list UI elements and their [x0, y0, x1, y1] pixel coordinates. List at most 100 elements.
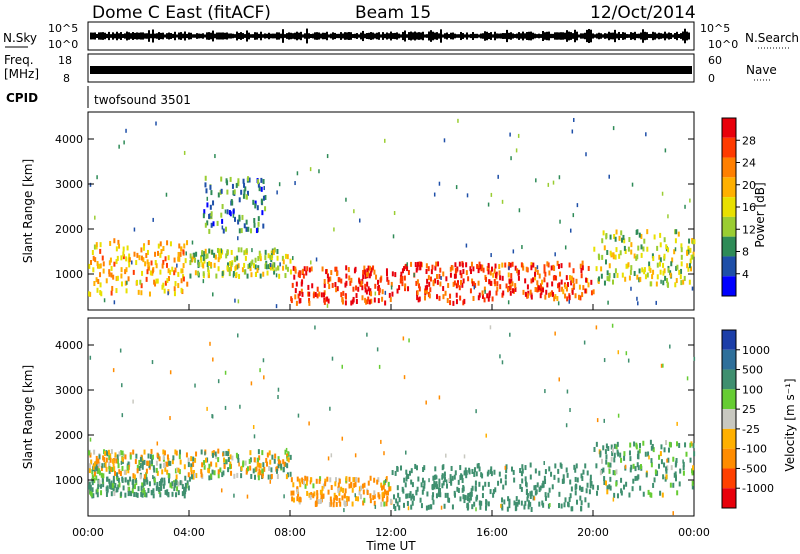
- data-cell: [217, 266, 220, 272]
- noise-cell: [262, 358, 265, 363]
- data-cell: [167, 458, 170, 464]
- nsky-sample: [230, 33, 232, 39]
- nsky-sample: [398, 33, 400, 39]
- data-cell: [688, 279, 691, 285]
- data-cell: [641, 267, 644, 273]
- data-cell: [454, 273, 457, 279]
- noise-cell: [296, 171, 299, 176]
- data-cell: [210, 262, 213, 268]
- data-cell: [194, 270, 197, 276]
- data-cell: [345, 273, 348, 279]
- data-cell: [381, 289, 384, 295]
- data-cell: [668, 441, 671, 447]
- data-cell: [220, 248, 223, 254]
- data-cell: [250, 473, 253, 479]
- data-cell: [611, 451, 614, 457]
- data-cell: [149, 270, 152, 276]
- data-cell: [220, 212, 223, 218]
- data-cell: [132, 449, 135, 455]
- data-cell: [489, 489, 492, 495]
- data-cell: [529, 462, 532, 468]
- data-cell: [451, 475, 454, 481]
- data-cell: [416, 265, 419, 271]
- data-cell: [259, 256, 262, 262]
- data-cell: [226, 189, 229, 195]
- data-cell: [534, 490, 537, 496]
- colorbar-segment: [722, 118, 736, 138]
- data-cell: [316, 493, 319, 499]
- data-cell: [690, 266, 693, 272]
- nsky-sample: [422, 31, 424, 41]
- noise-cell: [383, 451, 385, 456]
- data-cell: [124, 454, 127, 460]
- nsky-sample: [312, 33, 314, 39]
- nsky-sample: [172, 33, 174, 39]
- data-cell: [541, 279, 544, 285]
- nsky-sample: [206, 32, 208, 40]
- data-cell: [274, 453, 277, 459]
- nsky-sample: [624, 32, 626, 40]
- data-cell: [208, 228, 211, 234]
- data-cell: [243, 182, 246, 188]
- data-cell: [142, 245, 145, 251]
- nsky-sample: [498, 33, 500, 39]
- data-cell: [659, 232, 662, 238]
- data-cell: [187, 485, 190, 491]
- data-cell: [677, 231, 680, 237]
- data-cell: [476, 264, 479, 270]
- data-cell: [108, 468, 111, 474]
- data-cell: [89, 484, 92, 490]
- data-cell: [642, 440, 645, 446]
- nsky-sample: [102, 32, 104, 40]
- data-cell: [676, 441, 679, 447]
- data-cell: [462, 494, 465, 500]
- data-cell: [670, 261, 673, 267]
- nsky-sample: [228, 33, 230, 39]
- nsky-sample: [354, 33, 356, 39]
- data-cell: [181, 491, 184, 497]
- data-cell: [496, 281, 499, 287]
- data-cell: [97, 279, 100, 285]
- data-cell: [291, 496, 294, 502]
- nsky-sample: [274, 33, 276, 39]
- data-cell: [618, 253, 621, 259]
- nsky-sample: [220, 32, 222, 40]
- y-tick-label: 1000: [55, 474, 83, 487]
- data-cell: [235, 182, 238, 188]
- data-cell: [637, 450, 640, 456]
- data-cell: [209, 473, 212, 479]
- noise-cell: [630, 286, 632, 291]
- data-cell: [102, 261, 105, 267]
- data-cell: [465, 470, 468, 476]
- data-cell: [587, 502, 590, 508]
- nsky-sample: [452, 32, 454, 40]
- nsky-sample: [606, 33, 608, 39]
- data-cell: [416, 486, 419, 492]
- data-cell: [154, 251, 157, 257]
- noise-cell: [666, 458, 668, 463]
- data-cell: [204, 182, 207, 188]
- data-cell: [629, 442, 632, 448]
- data-cell: [269, 254, 272, 260]
- data-cell: [430, 269, 433, 275]
- data-cell: [625, 263, 628, 269]
- data-cell: [599, 470, 602, 476]
- data-cell: [385, 490, 388, 496]
- data-cell: [565, 275, 568, 281]
- data-cell: [246, 190, 249, 196]
- data-cell: [177, 283, 180, 289]
- data-cell: [659, 269, 662, 275]
- noise-cell: [131, 260, 133, 265]
- data-cell: [386, 490, 389, 496]
- data-cell: [151, 268, 154, 274]
- data-cell: [486, 266, 489, 272]
- data-cell: [265, 264, 268, 270]
- data-cell: [441, 473, 444, 479]
- data-cell: [613, 492, 616, 498]
- data-cell: [558, 282, 561, 288]
- data-cell: [169, 269, 172, 275]
- data-cell: [410, 261, 413, 267]
- data-cell: [401, 268, 404, 274]
- noise-cell: [121, 383, 123, 388]
- data-cell: [620, 477, 623, 483]
